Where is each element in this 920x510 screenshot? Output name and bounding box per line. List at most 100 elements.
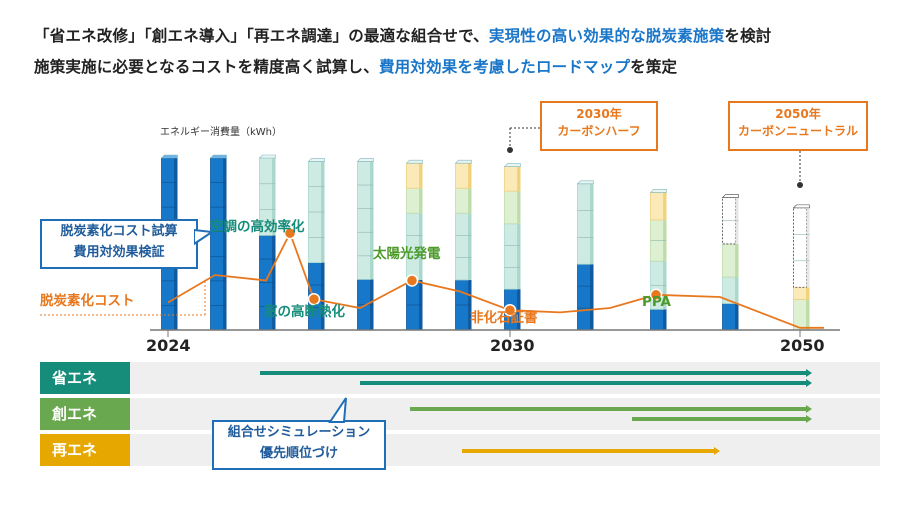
label-ppa: PPA [642, 294, 671, 310]
cost-point [405, 274, 419, 287]
callout-carbon-half-title: 2030年 [576, 107, 622, 121]
bar-side-teal [370, 161, 374, 280]
bar-segment-teal [504, 223, 518, 290]
timeline-arrows [260, 369, 812, 455]
bar-side-green [735, 243, 739, 278]
energy-bar [721, 194, 739, 331]
year-2030: 2030 [490, 336, 535, 355]
energy-bars [160, 154, 810, 331]
intro-line-2-highlight: 費用対効果を考慮したロードマップ [378, 58, 631, 76]
bar-segment-teal [357, 161, 371, 280]
label-cost-series: 脱炭素化コスト [40, 293, 135, 309]
intro-line-2-tail: を策定 [630, 58, 678, 76]
cost-estimate-box-line1: 脱炭素化コスト試算 [60, 224, 178, 239]
simulation-box-pointer-shape [328, 397, 347, 423]
bar-segment-yellow [406, 162, 420, 189]
cost-point [649, 288, 663, 302]
bar-top-cap [576, 180, 594, 185]
callout-carbon-neutral: 2050年 カーボンニュートラル [728, 101, 868, 151]
bar-side-yellow [806, 287, 810, 300]
half-dot [507, 147, 513, 153]
bar-segment-yellow [455, 162, 469, 189]
cost-box-pointer [194, 228, 214, 246]
bar-segment-green [504, 190, 518, 225]
cost-line [167, 230, 824, 329]
bar-side-yellow [419, 163, 423, 189]
intro-line-2-plain: 施策実施に必要となるコストを精度高く試算し、 [34, 58, 379, 76]
bar-segment-white [793, 207, 807, 288]
row-tag-soene: 創エネ [40, 398, 130, 430]
label-window: 窓の高断熱化 [264, 304, 345, 320]
bar-side-blue [663, 309, 667, 330]
bar-side-teal [517, 223, 521, 290]
soene-arrow-1-head [806, 405, 812, 413]
year-2050: 2050 [780, 336, 825, 355]
soene-arrow-2-head [806, 415, 812, 423]
shoene-arrow-2-head [806, 379, 812, 387]
bar-side-yellow [517, 166, 521, 192]
label-nonfossil: 非化石証書 [470, 310, 538, 326]
intro-line-1-highlight: 実現性の高い効果的な脱炭素施策 [488, 27, 725, 45]
bar-segment-yellow [650, 191, 664, 221]
intro-line-2: 施策実施に必要となるコストを精度高く試算し、費用対効果を考慮したロードマップを策… [34, 55, 677, 77]
bar-top-cap [721, 194, 739, 198]
energy-bar [258, 154, 276, 331]
bar-segment-teal [455, 212, 469, 281]
simulation-box-line1: 組合せシミュレーション [227, 425, 371, 440]
bar-side-blue [321, 262, 325, 330]
bar-top-cap [209, 154, 227, 159]
neutral-dot [797, 182, 803, 188]
cost-box-pointer-shape [194, 228, 214, 246]
intro-line-1-plain: 「省エネ改修」「創エネ導入」「再エネ調達」の最適な組合せで、 [34, 27, 489, 45]
cost-point [307, 292, 321, 306]
cost-point [283, 226, 297, 240]
bar-side-green [517, 191, 521, 224]
bar-top-cap [307, 158, 325, 162]
energy-bar [792, 204, 810, 331]
bar-segment-yellow [793, 286, 807, 300]
bar-segment-green [455, 187, 469, 214]
callout-carbon-neutral-title: 2050年 [775, 107, 821, 121]
row-tag-shoene: 省エネ [40, 362, 130, 394]
callout-carbon-half-sub: カーボンハーフ [557, 124, 641, 138]
bar-side-green [468, 188, 472, 214]
simulation-box-line2: 優先順位づけ [259, 446, 338, 461]
energy-bar [356, 158, 374, 331]
bar-top-cap [649, 189, 667, 193]
bar-segment-green [406, 187, 420, 214]
energy-bar [454, 159, 472, 331]
bar-segment-blue [577, 263, 591, 331]
bar-side-teal [590, 183, 594, 265]
callout-carbon-half: 2030年 カーボンハーフ [540, 101, 658, 151]
bar-segment-yellow [504, 166, 518, 192]
callout-carbon-neutral-sub: カーボンニュートラル [737, 124, 858, 138]
shoene-arrow-1-head [806, 369, 812, 377]
label-solar: 太陽光発電 [373, 246, 441, 262]
bar-segment-blue [650, 308, 664, 331]
cost-line-group [167, 226, 824, 329]
simulation-box: 組合せシミュレーション 優先順位づけ [212, 420, 386, 470]
energy-bar [209, 154, 227, 331]
bar-side-yellow [468, 163, 472, 189]
bar-side-yellow [663, 192, 667, 220]
energy-bar [576, 180, 594, 331]
bar-side-green [419, 188, 423, 214]
intro-line-1-tail: を検討 [724, 27, 772, 45]
cost-estimate-box-line2: 費用対効果検証 [73, 245, 165, 260]
year-2024: 2024 [146, 336, 191, 355]
bar-top-cap [160, 154, 178, 159]
bar-side-green [806, 299, 810, 330]
bar-top-cap [405, 159, 423, 164]
bar-segment-green [722, 243, 736, 278]
y-axis-label: エネルギー消費量（kWh） [160, 127, 283, 138]
bar-top-cap [258, 154, 276, 159]
bar-segment-blue [722, 303, 736, 331]
bar-top-cap [356, 158, 374, 162]
bar-side-white [806, 207, 810, 288]
bar-side-blue [590, 264, 594, 330]
row-tag-saiene: 再エネ [40, 434, 130, 466]
bar-side-blue [223, 158, 227, 330]
cost-point [503, 303, 517, 317]
intro-line-1: 「省エネ改修」「創エネ導入」「再エネ調達」の最適な組合せで、実現性の高い効果的な… [34, 24, 772, 46]
energy-bar [405, 159, 423, 331]
